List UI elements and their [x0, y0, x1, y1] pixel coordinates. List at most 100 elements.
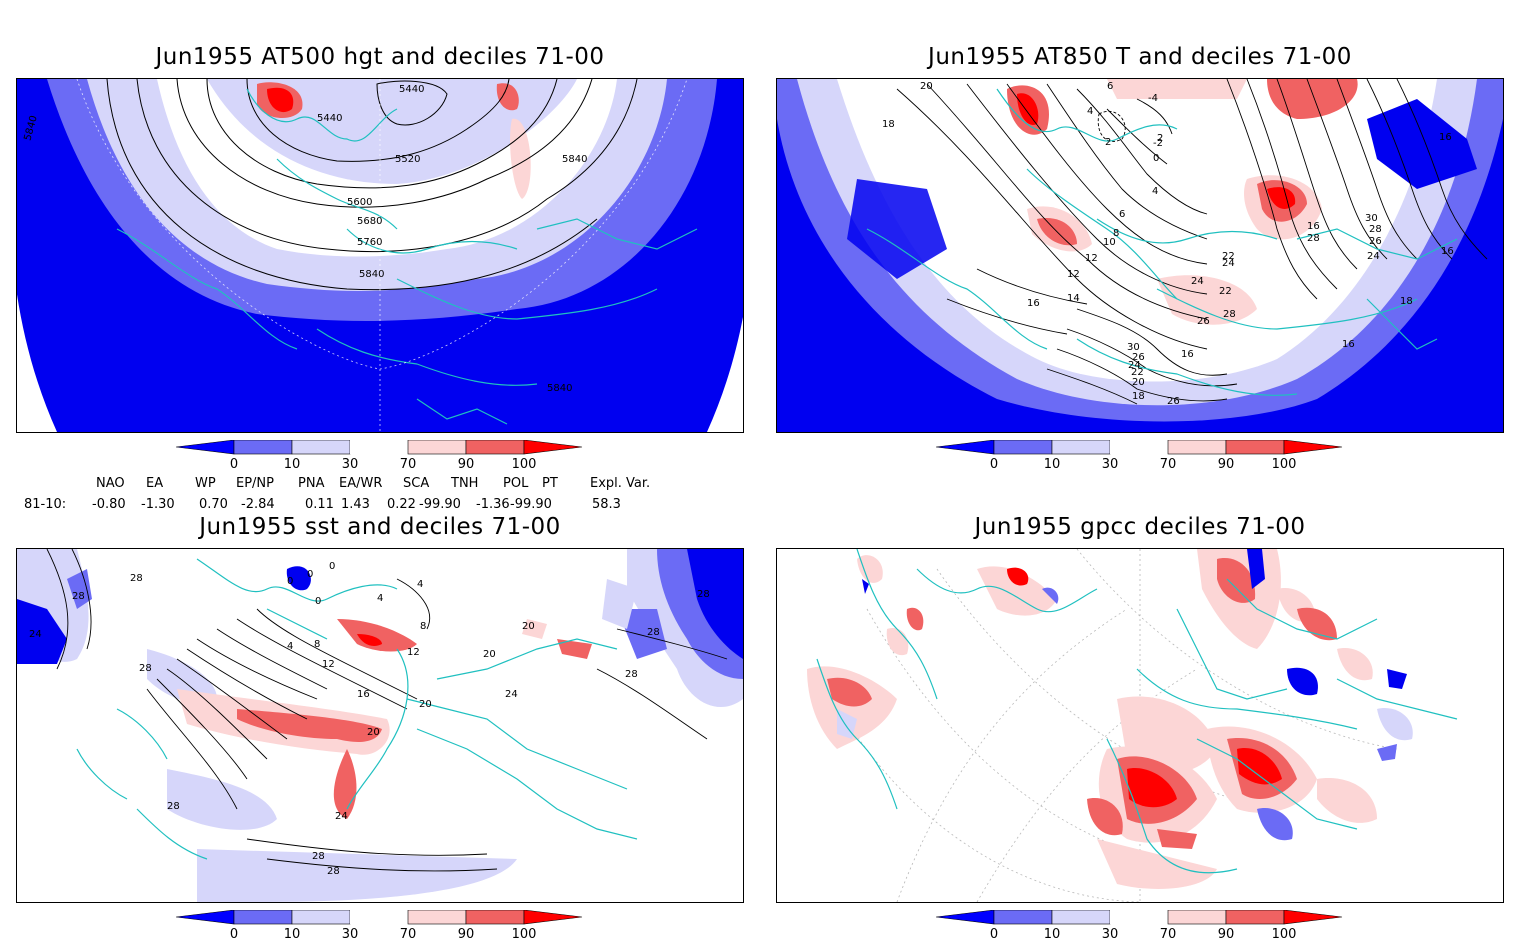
index-name: EA/WR	[339, 476, 383, 491]
colorbar-tick: 70	[1159, 457, 1177, 472]
index-name: PNA	[298, 476, 325, 491]
contour-label: 24	[1367, 251, 1380, 262]
panel4-map-svg	[777, 549, 1503, 902]
index-row-label: 81-10:	[24, 497, 67, 512]
contour-label: 28	[130, 573, 143, 584]
contour-label: 30	[1365, 213, 1378, 224]
panel1-title: Jun1955 AT500 hgt and deciles 71-00	[155, 44, 605, 70]
contour-label: -4	[1148, 93, 1158, 104]
index-value: -0.80	[92, 497, 126, 512]
panel2-map[interactable]: 20 18 6 4 2 0 -2 -4 2 4 6 8 10 12 12 14 …	[776, 78, 1504, 433]
colorbar-tick: 10	[1043, 457, 1061, 472]
contour-label: 5840	[359, 269, 384, 280]
contour-label: 12	[407, 647, 420, 658]
contour-label: 20	[1132, 377, 1145, 388]
teleconnection-indices: NAO EA WP EP/NP PNA EA/WR SCA TNH POL PT…	[0, 474, 760, 516]
contour-label: 8	[314, 639, 320, 650]
panel2-contour-labels: 20 18 6 4 2 0 -2 -4 2 4 6 8 10 12 12 14 …	[882, 81, 1454, 407]
contour-label: 24	[505, 689, 518, 700]
index-value: -1.36	[476, 497, 510, 512]
index-name: EP/NP	[236, 476, 274, 491]
contour-label: 16	[1027, 298, 1040, 309]
index-name: TNH	[451, 476, 479, 491]
contour-label: 22	[1131, 367, 1144, 378]
panel4-map[interactable]	[776, 548, 1504, 903]
contour-label: 0	[329, 561, 335, 572]
colorbar-tick: 100	[511, 457, 537, 472]
colorbar-svg	[176, 910, 583, 925]
contour-label: 20	[920, 81, 933, 92]
contour-label: 28	[625, 669, 638, 680]
contour-label: 26	[1167, 396, 1180, 407]
contour-label: 16	[1441, 246, 1454, 257]
colorbar-tick: 90	[1217, 927, 1235, 942]
contour-label: 24	[1191, 276, 1204, 287]
index-name: PT	[542, 476, 558, 491]
panel1-map[interactable]: 5440 5440 5520 5600 5680 5760 5840 5840 …	[16, 78, 744, 433]
index-value: -1.30	[141, 497, 175, 512]
contour-label: 4	[1087, 106, 1093, 117]
contour-label: 5680	[357, 216, 382, 227]
contour-label: 24	[29, 629, 42, 640]
panel3-map-svg: 28 28 24 28 0 0 0 0 4 8 12 16 20 24 28 2…	[17, 549, 743, 902]
contour-label: 12	[322, 659, 335, 670]
contour-label: 2	[1157, 133, 1163, 144]
contour-label: 28	[1223, 309, 1236, 320]
panel4-title: Jun1955 gpcc deciles 71-00	[974, 514, 1306, 540]
contour-label: 18	[1132, 391, 1145, 402]
colorbar-tick: 70	[399, 457, 417, 472]
colorbar-tick: 0	[229, 927, 239, 942]
contour-label: 5440	[399, 84, 424, 95]
colorbar-svg	[936, 910, 1343, 925]
contour-label: 26	[1132, 352, 1145, 363]
index-value: 1.43	[341, 497, 370, 512]
panel3-title: Jun1955 sst and deciles 71-00	[199, 514, 561, 540]
contour-label: 5840	[547, 383, 572, 394]
index-value: -99.90	[419, 497, 461, 512]
contour-label: 28	[72, 591, 85, 602]
index-name: NAO	[96, 476, 125, 491]
contour-label: 28	[327, 866, 340, 877]
colorbar-tick: 100	[1271, 457, 1297, 472]
contour-label: 0	[1153, 153, 1159, 164]
contour-label: 5520	[395, 154, 420, 165]
contour-label: 5600	[347, 197, 372, 208]
colorbar-tick: 70	[1159, 927, 1177, 942]
contour-label: 2	[1105, 137, 1111, 148]
panel1-contour-labels: 5440 5440 5520 5600 5680 5760 5840 5840 …	[23, 84, 588, 394]
colorbar-tick: 0	[989, 927, 999, 942]
index-name: Expl. Var.	[590, 476, 651, 491]
contour-label: 6	[1119, 209, 1125, 220]
contour-label: 20	[367, 727, 380, 738]
panel1-map-svg: 5440 5440 5520 5600 5680 5760 5840 5840 …	[17, 79, 743, 432]
contour-label: 8	[420, 621, 426, 632]
contour-label: 10	[1103, 237, 1116, 248]
colorbar-tick: 90	[1217, 457, 1235, 472]
index-value: -2.84	[241, 497, 275, 512]
contour-label: 4	[1152, 186, 1158, 197]
contour-label: 0	[315, 596, 321, 607]
panel3-map[interactable]: 28 28 24 28 0 0 0 0 4 8 12 16 20 24 28 2…	[16, 548, 744, 903]
index-name: SCA	[403, 476, 430, 491]
contour-label: 18	[882, 119, 895, 130]
colorbar-svg	[936, 440, 1343, 455]
colorbar-tick: 0	[229, 457, 239, 472]
contour-label: 14	[1067, 293, 1080, 304]
colorbar-tick: 70	[399, 927, 417, 942]
panel2-colorbar: 0 10 30 70 90 100	[936, 440, 1356, 474]
colorbar-tick: 10	[283, 457, 301, 472]
contour-label: 24	[1128, 360, 1141, 371]
colorbar-tick: 90	[457, 457, 475, 472]
contour-label: 28	[312, 851, 325, 862]
contour-label: 20	[522, 621, 535, 632]
contour-label: 20	[483, 649, 496, 660]
contour-label: 22	[1222, 251, 1235, 262]
contour-label: 26	[1197, 316, 1210, 327]
contour-label: 24	[1222, 258, 1235, 269]
contour-label: 16	[1342, 339, 1355, 350]
colorbar-tick: 30	[1101, 927, 1119, 942]
contour-label: 6	[1107, 81, 1113, 92]
colorbar-tick: 100	[511, 927, 537, 942]
index-value: 0.22	[387, 497, 416, 512]
contour-label: 16	[357, 689, 370, 700]
